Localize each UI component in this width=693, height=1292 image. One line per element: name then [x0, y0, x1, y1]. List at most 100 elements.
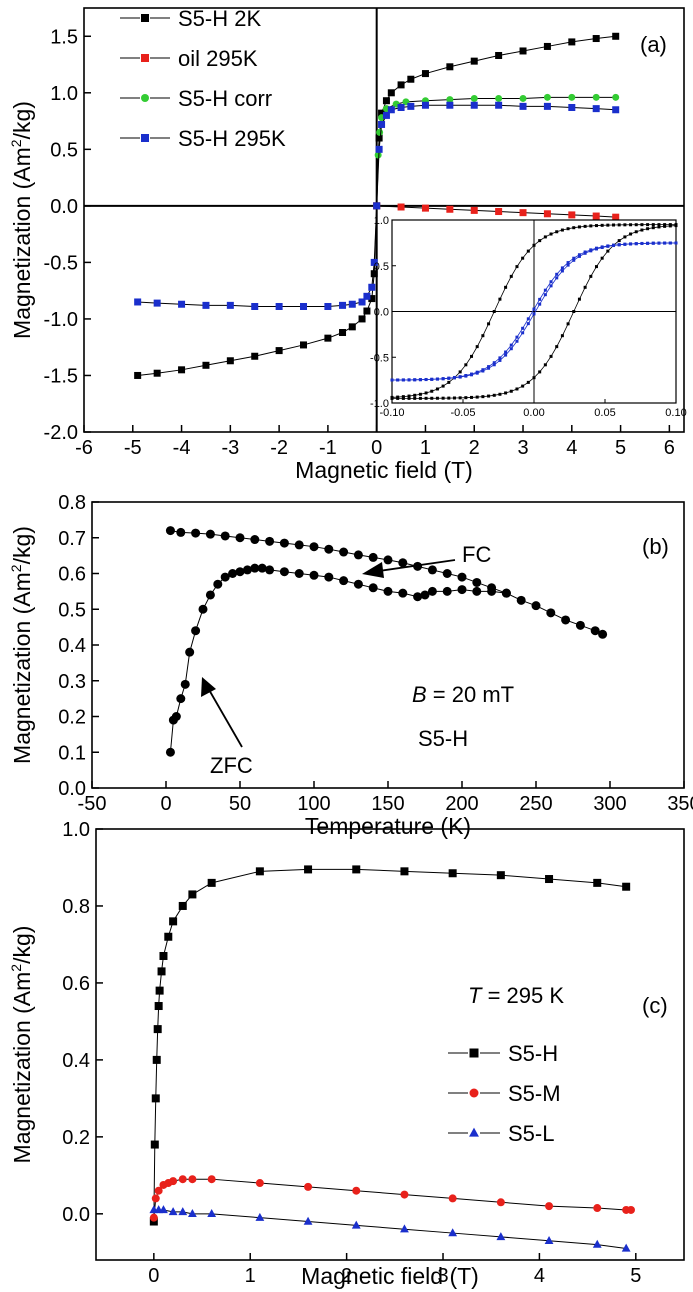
a-xtick-label: 6 [664, 437, 675, 459]
b-ytick-label: 0.4 [58, 635, 86, 657]
a-inset-loop-295k-point [407, 378, 411, 382]
a-ytick-label: -2.0 [44, 422, 78, 444]
a-inset-loop-295k-point [549, 284, 553, 288]
a-data-point [178, 366, 186, 374]
a-inset-loop-2k-point [458, 370, 462, 374]
b-sample-label: S5-H [418, 726, 468, 751]
a-inset-loop-2k-point [594, 224, 598, 228]
c-data-point [626, 1205, 635, 1214]
a-inset-loop-2k-point [606, 223, 610, 227]
a-data-point [397, 81, 405, 89]
a-inset-loop-2k-point [435, 387, 439, 391]
c-data-point [352, 1186, 361, 1195]
c-data-point [593, 878, 602, 887]
c-data-point [622, 882, 631, 891]
a-data-point [568, 103, 576, 111]
a-inset-loop-2k-point [413, 393, 417, 397]
a-data-point [446, 205, 454, 213]
b-xtick-label: 200 [445, 793, 478, 815]
b-ytick-label: 0.5 [58, 599, 86, 621]
a-data-point [519, 94, 527, 102]
b-data-point [427, 586, 437, 596]
c-ytick-label: 0.4 [62, 1050, 90, 1072]
a-inset-loop-2k-point [458, 396, 462, 400]
a-data-point [495, 94, 503, 102]
c-series-line [153, 1178, 631, 1218]
a-inset-xtick-label: -0.10 [379, 407, 404, 419]
b-series-line [170, 530, 603, 635]
a-inset-loop-2k-point [583, 224, 587, 228]
a-inset-loop-2k-point [435, 396, 439, 400]
b-data-point [191, 626, 201, 636]
a-inset-loop-295k-point [492, 361, 496, 365]
b-data-point [220, 531, 230, 541]
c-ytick-label: 1.0 [62, 819, 90, 841]
a-inset-loop-295k-point [572, 258, 576, 262]
b-data-point [176, 527, 186, 537]
a-ylabel: Magnetization (Am2/kg) [8, 101, 35, 339]
a-inset-loop-2k-point [532, 243, 536, 247]
b-data-point [235, 533, 245, 543]
b-data-point [383, 586, 393, 596]
a-inset-loop-2k-point [492, 310, 496, 313]
c-data-point [155, 986, 164, 995]
a-inset-loop-295k-point [560, 269, 564, 273]
b-data-point [575, 620, 585, 630]
a-data-point [251, 352, 259, 360]
a-xtick-label: -5 [124, 437, 142, 459]
a-data-point [324, 334, 332, 342]
a-data-point [407, 102, 415, 110]
a-inset-loop-2k-point [606, 249, 610, 253]
a-series-1 [373, 202, 620, 221]
a-inset-xtick-label: 0.00 [523, 407, 544, 419]
a-xlabel: Magnetic field (T) [295, 457, 473, 483]
c-data-point [159, 1205, 168, 1214]
c-xtick-label: 0 [148, 1265, 159, 1287]
c-data-point [621, 1243, 631, 1252]
c-data-point [545, 875, 554, 884]
a-inset-loop-295k-point [487, 366, 491, 370]
a-inset-loop-2k-point [640, 228, 644, 232]
a-inset-loop-295k-point [521, 331, 525, 335]
a-inset-xtick-label: -0.05 [450, 407, 475, 419]
a-inset-loop-2k-point [526, 380, 530, 384]
a-inset-loop-295k-point [629, 242, 633, 246]
c-panel-label: (c) [642, 993, 668, 1018]
a-data-point [153, 369, 161, 377]
a-inset-loop-2k-point [430, 389, 434, 393]
b-series-zfc [165, 563, 511, 757]
c-data-point [448, 1228, 458, 1237]
a-inset-loop-295k-point [435, 377, 439, 381]
a-data-point [275, 302, 283, 310]
b-data-point [546, 608, 556, 618]
a-data-point [324, 302, 332, 310]
b-data-point [228, 569, 238, 578]
b-data-point [213, 579, 223, 589]
b-data-point [501, 588, 511, 598]
b-ytick-label: 0.2 [58, 707, 86, 729]
b-fc-arrow-shaft [371, 559, 456, 573]
a-data-point [339, 301, 347, 309]
a-data-point [348, 300, 356, 308]
a-legend-marker [141, 94, 149, 102]
a-inset-loop-295k-point [640, 241, 644, 245]
b-ytick-label: 0.6 [58, 564, 86, 586]
a-inset-loop-2k-point [600, 256, 604, 260]
b-xtick-label: 150 [371, 793, 404, 815]
a-ytick-label: -0.5 [44, 252, 78, 274]
a-data-point [363, 292, 371, 300]
b-series-line [169, 567, 507, 753]
b-data-point [413, 592, 423, 602]
a-data-point [446, 101, 454, 109]
b-xtick-label: 100 [297, 793, 330, 815]
a-inset-loop-295k-point [526, 317, 530, 321]
a-inset-loop-295k-point [577, 253, 581, 257]
a-inset-loop-295k-point [589, 248, 593, 252]
a-inset-ytick-label: 0.5 [374, 261, 389, 273]
a-xtick-label: 2 [469, 437, 480, 459]
b-data-point [442, 586, 452, 596]
b-data-point [353, 550, 363, 560]
a-inset-loop-2k-point [413, 396, 417, 400]
a-inset-loop-2k-point [407, 396, 411, 400]
a-data-point [470, 94, 478, 102]
